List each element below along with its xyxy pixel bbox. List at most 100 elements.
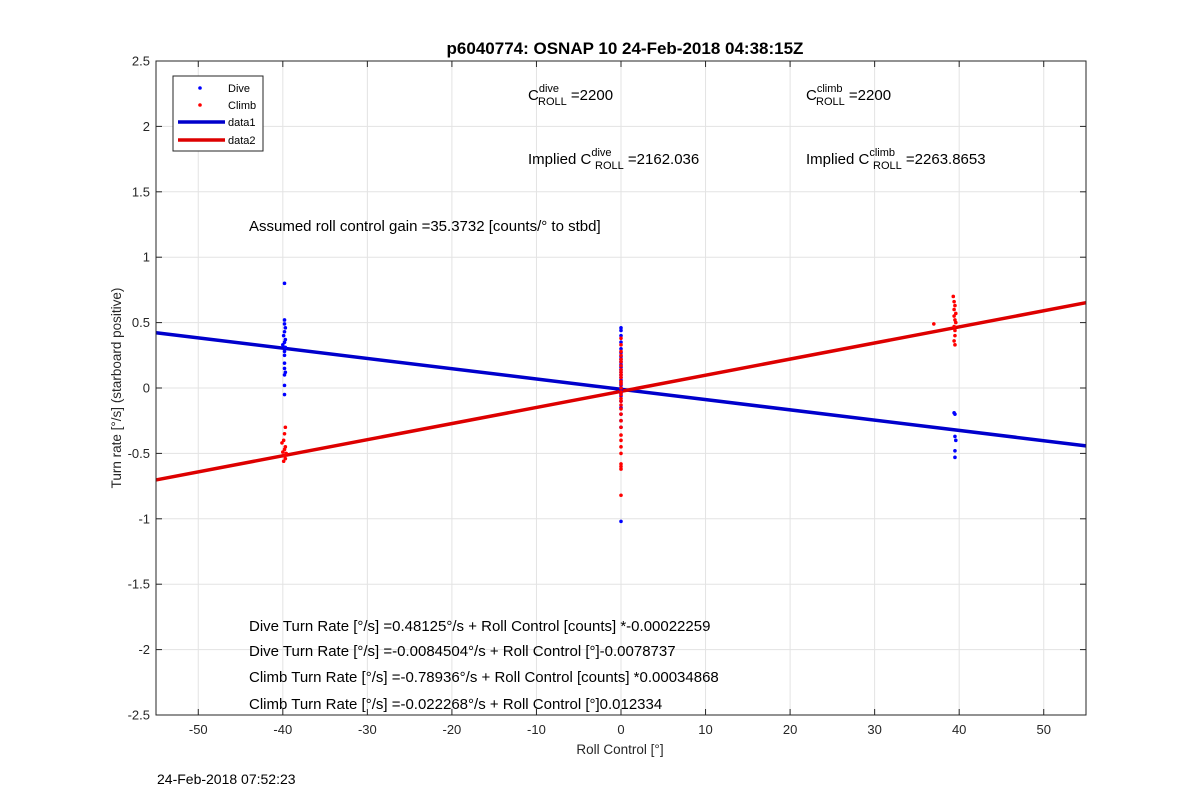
- climb-point: [619, 451, 623, 456]
- y-tick-label: -2: [138, 642, 150, 657]
- climb-point: [952, 307, 956, 312]
- climb-point: [953, 328, 957, 333]
- dive-point: [281, 343, 285, 347]
- climb-point: [952, 314, 956, 318]
- annotation-fit-4: Climb Turn Rate [°/s] =-0.022268°/s + Ro…: [249, 696, 662, 713]
- climb-point: [283, 456, 288, 461]
- x-tick-label: -50: [189, 722, 208, 737]
- climb-point: [619, 343, 623, 347]
- climb-point: [619, 386, 623, 390]
- dive-point: [282, 329, 287, 334]
- x-tick-label: -30: [358, 722, 377, 737]
- y-tick-label: 1: [143, 250, 150, 265]
- x-tick-label: 40: [952, 722, 966, 737]
- dive-point: [282, 322, 287, 326]
- legend-dive-label: Dive: [228, 83, 250, 95]
- dive-point: [282, 281, 287, 286]
- climb-point: [952, 299, 956, 304]
- climb-point: [619, 375, 623, 380]
- x-tick-label: -10: [527, 722, 546, 737]
- climb-point: [619, 433, 623, 437]
- annotation-implied-climb: Implied Cclimb ROLL =2263.8653: [806, 147, 986, 172]
- climb-point: [619, 390, 623, 394]
- dive-point: [282, 366, 287, 371]
- climb-point: [619, 399, 623, 403]
- dive-point: [282, 392, 287, 397]
- y-tick-label: 1.5: [132, 184, 150, 199]
- tick-labels: -50 -40 -30 -20 -10 0 10 20 30 40 50-2.5-2-1.5-1-0…: [128, 54, 1051, 738]
- dive-point: [282, 383, 287, 388]
- x-axis-label: Roll Control [°]: [576, 742, 663, 757]
- climb-point: [281, 438, 286, 443]
- dive-point: [283, 326, 288, 330]
- climb-point: [284, 451, 289, 456]
- annotation-fit-3: Climb Turn Rate [°/s] =-0.78936°/s + Rol…: [249, 669, 719, 686]
- legend-climb-marker: [198, 103, 202, 107]
- climb-point: [619, 370, 623, 375]
- y-tick-label: -1: [138, 511, 150, 526]
- legend-data1-label: data1: [228, 117, 256, 129]
- climb-point: [281, 459, 286, 464]
- climb-point: [619, 403, 623, 407]
- climb-point: [619, 438, 623, 443]
- annotation-roll-gain: Assumed roll control gain =35.3732 [coun…: [249, 218, 601, 235]
- climb-point: [619, 373, 623, 377]
- climb-point: [954, 320, 958, 325]
- climb-point: [282, 431, 287, 436]
- dive-point: [619, 340, 623, 345]
- y-tick-label: 2.5: [132, 54, 150, 69]
- footer-timestamp: 24-Feb-2018 07:52:23: [157, 771, 296, 787]
- dive-point: [953, 412, 957, 416]
- dive-point: [282, 349, 287, 354]
- climb-point: [619, 407, 623, 411]
- climb-point: [953, 333, 957, 338]
- climb-point: [619, 360, 623, 364]
- legend-dive-marker: [198, 86, 202, 90]
- dive-point: [283, 345, 288, 350]
- climb-point: [619, 353, 623, 358]
- dive-point: [282, 361, 287, 365]
- climb-point: [619, 493, 623, 498]
- y-tick-label: 0.5: [132, 315, 150, 330]
- climb-point: [619, 349, 623, 354]
- dive-point: [281, 333, 286, 338]
- dive-point: [619, 346, 623, 351]
- dive-point: [619, 328, 623, 333]
- x-tick-label: 30: [867, 722, 881, 737]
- climb-point: [282, 447, 287, 452]
- climb-point: [281, 450, 285, 454]
- dive-point: [619, 333, 623, 338]
- chart-title: p6040774: OSNAP 10 24-Feb-2018 04:38:15Z: [447, 39, 804, 58]
- dive-point: [953, 448, 957, 453]
- climb-point: [951, 294, 956, 299]
- dive-point: [282, 318, 287, 322]
- dive-point: [619, 326, 623, 330]
- climb-point: [619, 418, 623, 423]
- climb-point: [619, 392, 623, 397]
- x-tick-label: 20: [783, 722, 797, 737]
- x-tick-label: 10: [698, 722, 712, 737]
- climb-point: [619, 336, 623, 341]
- dive-point: [619, 519, 623, 524]
- climb-point: [619, 367, 623, 372]
- dive-point: [282, 353, 287, 358]
- dive-point: [282, 373, 287, 377]
- climb-point: [619, 412, 623, 416]
- climb-point: [619, 462, 623, 466]
- y-tick-label: -1.5: [128, 577, 150, 592]
- legend: Dive Climb data1 data2: [172, 75, 264, 152]
- annotation-c-dive: Cdive ROLL =2200: [528, 83, 613, 108]
- x-tick-label: 0: [617, 722, 624, 737]
- annotation-c-climb: Cclimb ROLL =2200: [806, 83, 891, 108]
- climb-point: [619, 396, 623, 401]
- climb-point: [619, 464, 623, 469]
- legend-climb-label: Climb: [228, 100, 256, 112]
- climb-point: [619, 357, 623, 362]
- climb-point: [953, 343, 957, 347]
- x-tick-label: -40: [273, 722, 292, 737]
- legend-data2-label: data2: [228, 135, 256, 147]
- annotation-fit-2: Dive Turn Rate [°/s] =-0.0084504°/s + Ro…: [249, 643, 676, 660]
- dive-point: [954, 438, 958, 443]
- y-tick-label: -0.5: [128, 446, 150, 461]
